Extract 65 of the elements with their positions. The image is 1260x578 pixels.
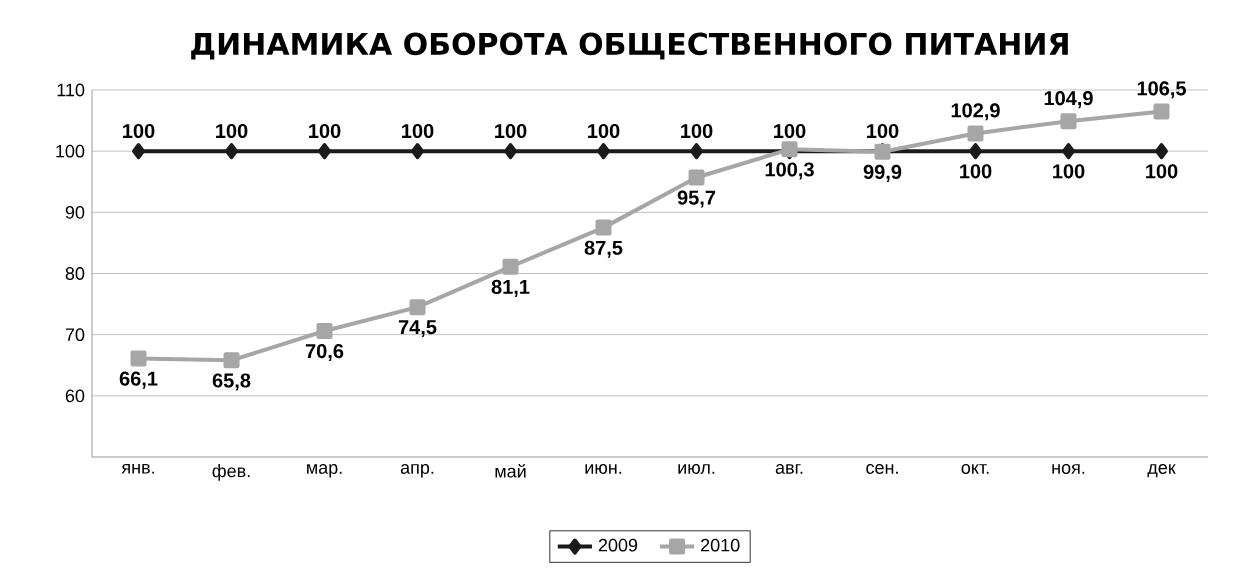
- x-tick-label: дек: [1147, 464, 1176, 478]
- data-label: 66,1: [119, 371, 158, 389]
- point: [595, 219, 612, 236]
- x-tick-label: янв.: [121, 464, 154, 474]
- data-label: 100: [123, 123, 155, 139]
- legend-label: 2009: [598, 538, 638, 552]
- chart-title: ДИНАМИКА ОБОРОТА ОБЩЕСТВЕННОГО ПИТАНИЯ: [191, 32, 1068, 60]
- y-tick-label: 80: [65, 267, 85, 280]
- x-tick-label: апр.: [400, 464, 434, 478]
- point: [411, 143, 425, 160]
- data-label: 70,6: [305, 344, 344, 362]
- data-label: 100: [867, 123, 899, 139]
- point: [688, 169, 705, 186]
- data-label: 106,5: [1137, 81, 1186, 99]
- legend-label: 2010: [701, 538, 740, 552]
- point: [132, 143, 146, 160]
- point: [225, 143, 239, 160]
- point: [318, 143, 332, 160]
- data-label: 81,1: [491, 279, 530, 297]
- point: [597, 143, 610, 160]
- point: [502, 258, 519, 275]
- y-tick-label: 70: [65, 328, 85, 342]
- point: [967, 125, 984, 142]
- data-label: 99,9: [863, 164, 902, 182]
- point: [1154, 143, 1168, 160]
- data-label: 104,9: [1044, 91, 1093, 109]
- x-tick-label: авг.: [775, 464, 803, 474]
- point: [409, 299, 426, 316]
- point: [1060, 113, 1077, 130]
- y-tick-label: 110: [57, 83, 85, 97]
- x-tick-label: май: [495, 464, 526, 478]
- x-tick-label: фев.: [212, 464, 250, 481]
- data-label: 102,9: [951, 103, 1000, 121]
- x-tick-label: июн.: [585, 464, 622, 474]
- point: [1062, 143, 1075, 160]
- point: [690, 143, 703, 160]
- data-label: 100: [960, 164, 992, 179]
- point: [130, 350, 147, 367]
- data-label: 100: [216, 123, 248, 139]
- data-label: 100: [774, 123, 806, 139]
- data-label: 65,8: [212, 373, 251, 391]
- data-label: 100: [1053, 164, 1085, 179]
- point: [969, 143, 982, 160]
- y-tick-label: 90: [65, 205, 85, 219]
- point: [316, 322, 333, 339]
- x-tick-label: июл.: [678, 464, 715, 474]
- data-label: 74,5: [398, 320, 437, 338]
- point: [223, 352, 240, 369]
- data-label: 100,3: [765, 162, 814, 180]
- data-label: 100: [588, 123, 620, 139]
- point: [504, 143, 517, 160]
- data-label: 95,7: [677, 190, 716, 208]
- x-tick-label: окт.: [961, 464, 989, 474]
- data-label: 100: [1146, 164, 1178, 179]
- y-tick-label: 100: [56, 144, 85, 158]
- data-label: 100: [402, 123, 434, 139]
- data-label: 100: [495, 123, 527, 139]
- point: [1153, 103, 1170, 120]
- data-label: 100: [309, 123, 341, 139]
- data-label: 100: [681, 123, 713, 139]
- y-tick-label: 60: [65, 389, 85, 403]
- x-tick-label: сен.: [866, 464, 898, 474]
- x-tick-label: ноя.: [1052, 464, 1085, 474]
- data-label: 87,5: [584, 240, 623, 258]
- x-tick-label: мар.: [307, 464, 342, 478]
